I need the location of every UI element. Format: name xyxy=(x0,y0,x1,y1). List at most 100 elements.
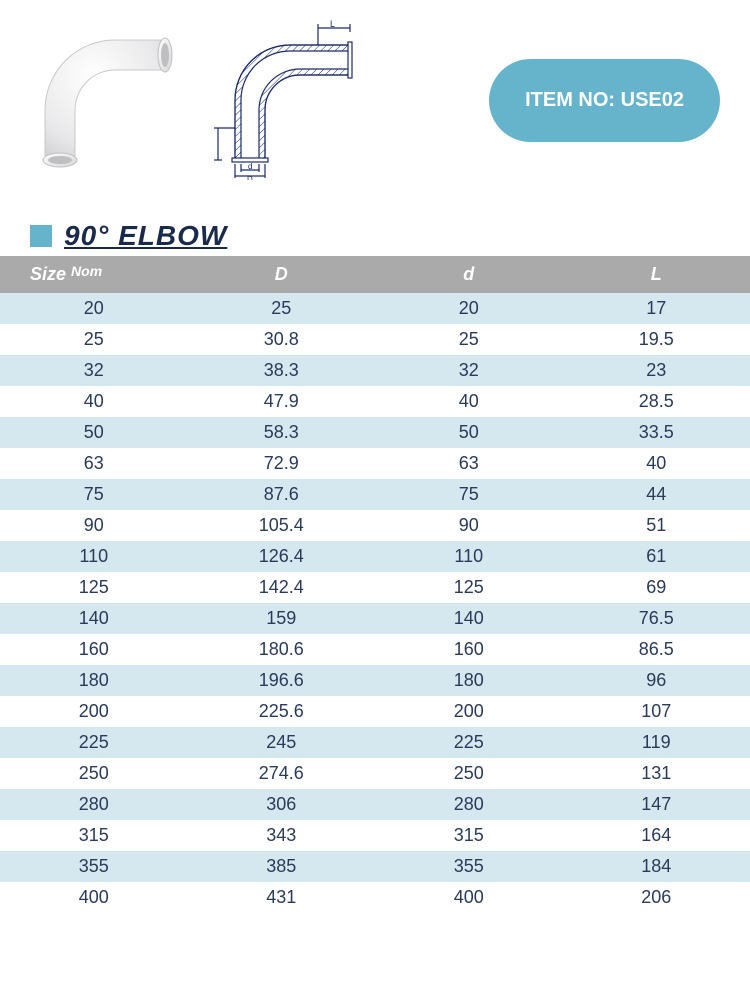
table-cell: 400 xyxy=(375,882,563,913)
table-cell: 400 xyxy=(0,882,188,913)
product-photo xyxy=(30,25,180,175)
table-cell: 19.5 xyxy=(563,324,750,355)
table-cell: 69 xyxy=(563,572,750,603)
table-cell: 76.5 xyxy=(563,603,750,634)
table-cell: 200 xyxy=(375,696,563,727)
table-row: 6372.96340 xyxy=(0,448,750,479)
header-row: L d D ITEM NO: USE02 xyxy=(0,0,750,190)
table-cell: 225 xyxy=(0,727,188,758)
table-row: 180196.618096 xyxy=(0,665,750,696)
table-cell: 32 xyxy=(0,355,188,386)
table-cell: 40 xyxy=(0,386,188,417)
table-row: 20252017 xyxy=(0,293,750,324)
table-cell: 274.6 xyxy=(188,758,376,789)
table-cell: 140 xyxy=(0,603,188,634)
table-cell: 33.5 xyxy=(563,417,750,448)
table-cell: 385 xyxy=(188,851,376,882)
table-row: 125142.412569 xyxy=(0,572,750,603)
table-row: 400431400206 xyxy=(0,882,750,913)
table-cell: 20 xyxy=(375,293,563,324)
table-cell: 280 xyxy=(0,789,188,820)
table-cell: 180.6 xyxy=(188,634,376,665)
table-cell: 23 xyxy=(563,355,750,386)
table-cell: 61 xyxy=(563,541,750,572)
table-header-cell: Size Nom xyxy=(0,256,188,293)
table-cell: 200 xyxy=(0,696,188,727)
table-cell: 87.6 xyxy=(188,479,376,510)
table-cell: 306 xyxy=(188,789,376,820)
table-cell: 96 xyxy=(563,665,750,696)
table-cell: 119 xyxy=(563,727,750,758)
technical-diagram: L d D xyxy=(210,20,370,180)
table-cell: 44 xyxy=(563,479,750,510)
diagram-label-L: L xyxy=(330,20,335,29)
table-cell: 63 xyxy=(375,448,563,479)
table-cell: 184 xyxy=(563,851,750,882)
table-cell: 58.3 xyxy=(188,417,376,448)
diagram-label-D: D xyxy=(247,175,253,180)
table-cell: 160 xyxy=(375,634,563,665)
table-cell: 110 xyxy=(0,541,188,572)
table-cell: 25 xyxy=(0,324,188,355)
table-row: 110126.411061 xyxy=(0,541,750,572)
table-cell: 355 xyxy=(0,851,188,882)
table-cell: 20 xyxy=(0,293,188,324)
title-square-icon xyxy=(30,225,52,247)
title-text: 90° ELBOW xyxy=(64,220,227,252)
table-cell: 250 xyxy=(375,758,563,789)
table-row: 160180.616086.5 xyxy=(0,634,750,665)
table-cell: 32 xyxy=(375,355,563,386)
table-row: 7587.67544 xyxy=(0,479,750,510)
table-cell: 343 xyxy=(188,820,376,851)
table-cell: 38.3 xyxy=(188,355,376,386)
table-cell: 72.9 xyxy=(188,448,376,479)
table-cell: 86.5 xyxy=(563,634,750,665)
table-cell: 40 xyxy=(375,386,563,417)
table-cell: 75 xyxy=(0,479,188,510)
table-cell: 315 xyxy=(0,820,188,851)
table-header-cell: D xyxy=(188,256,376,293)
table-row: 4047.94028.5 xyxy=(0,386,750,417)
table-cell: 180 xyxy=(375,665,563,696)
table-row: 280306280147 xyxy=(0,789,750,820)
table-header-cell: L xyxy=(563,256,750,293)
table-cell: 131 xyxy=(563,758,750,789)
table-cell: 28.5 xyxy=(563,386,750,417)
table-cell: 90 xyxy=(0,510,188,541)
table-cell: 47.9 xyxy=(188,386,376,417)
table-cell: 25 xyxy=(375,324,563,355)
table-cell: 250 xyxy=(0,758,188,789)
table-cell: 75 xyxy=(375,479,563,510)
item-number-badge: ITEM NO: USE02 xyxy=(489,59,720,142)
table-cell: 160 xyxy=(0,634,188,665)
table-cell: 90 xyxy=(375,510,563,541)
table-cell: 110 xyxy=(375,541,563,572)
table-cell: 63 xyxy=(0,448,188,479)
table-cell: 159 xyxy=(188,603,376,634)
table-cell: 142.4 xyxy=(188,572,376,603)
table-row: 14015914076.5 xyxy=(0,603,750,634)
table-row: 2530.82519.5 xyxy=(0,324,750,355)
col-size-label: Size xyxy=(30,264,66,284)
table-cell: 51 xyxy=(563,510,750,541)
table-row: 3238.33223 xyxy=(0,355,750,386)
table-cell: 140 xyxy=(375,603,563,634)
table-cell: 17 xyxy=(563,293,750,324)
table-row: 315343315164 xyxy=(0,820,750,851)
diagram-label-d: d xyxy=(248,162,252,171)
table-row: 225245225119 xyxy=(0,727,750,758)
table-row: 90105.49051 xyxy=(0,510,750,541)
table-cell: 126.4 xyxy=(188,541,376,572)
table-row: 5058.35033.5 xyxy=(0,417,750,448)
section-title: 90° ELBOW xyxy=(30,220,750,252)
table-cell: 125 xyxy=(375,572,563,603)
table-row: 355385355184 xyxy=(0,851,750,882)
table-cell: 315 xyxy=(375,820,563,851)
table-cell: 50 xyxy=(0,417,188,448)
table-cell: 25 xyxy=(188,293,376,324)
table-cell: 180 xyxy=(0,665,188,696)
table-row: 200225.6200107 xyxy=(0,696,750,727)
table-header-row: Size NomDdL xyxy=(0,256,750,293)
table-cell: 30.8 xyxy=(188,324,376,355)
table-cell: 431 xyxy=(188,882,376,913)
